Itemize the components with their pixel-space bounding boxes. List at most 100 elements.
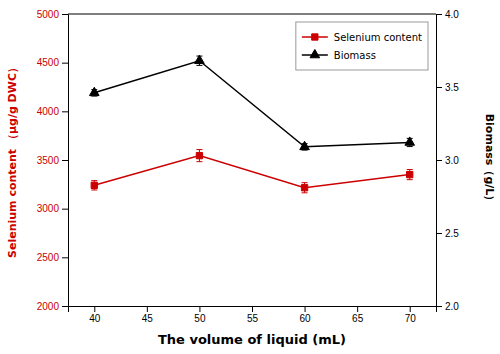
tick-mark	[62, 209, 68, 210]
axis-y2ticks: 2.0 2.5 3.0 3.5 4.0	[436, 9, 459, 312]
error-bar-cap	[302, 182, 308, 183]
error-bar-cap	[196, 65, 202, 66]
tick-mark	[357, 306, 358, 312]
legend-label: Biomass	[334, 50, 376, 61]
tick-label: 5000	[37, 9, 60, 20]
tick-mark	[62, 63, 68, 64]
point-marker	[91, 182, 97, 188]
tick-mark	[436, 233, 442, 234]
tick-mark	[436, 14, 442, 15]
error-bar	[196, 150, 202, 162]
tick-label: 4000	[37, 106, 60, 117]
chart: 40 45 50 55 60 65 70 2000 2500 3000 3500 4000 4500 50…	[0, 0, 500, 354]
point-marker	[405, 137, 415, 145]
tick-label: 2.0	[445, 301, 459, 312]
tick-label: 3.0	[445, 155, 459, 166]
tick-label: 50	[194, 313, 206, 324]
legend-entry: Selenium content	[302, 32, 422, 43]
legend-swatch-marker	[310, 49, 320, 57]
tick-label: 2500	[37, 252, 60, 263]
point-marker	[407, 171, 413, 177]
tick: 50	[194, 306, 206, 324]
series-line	[94, 156, 409, 188]
y2-axis-title: Biomass（g/L）	[483, 114, 496, 207]
error-bar	[91, 181, 97, 190]
legend-entry: Biomass	[302, 49, 376, 60]
point-marker	[195, 55, 205, 63]
tick: 5000	[37, 9, 68, 20]
tick: 60	[300, 306, 312, 324]
tick: 2500	[37, 252, 68, 263]
tick: 45	[142, 306, 154, 324]
axis-yticks: 2000 2500 3000 3500 4000 4500 5000	[37, 9, 69, 312]
tick-mark	[436, 306, 442, 307]
tick: 3000	[37, 203, 68, 214]
frame-top	[68, 14, 436, 15]
tick-mark	[252, 306, 253, 312]
axis-xticks: 40 45 50 55 60 65 70	[69, 306, 437, 324]
tick-mark	[62, 14, 68, 15]
tick-mark	[62, 306, 68, 307]
tick: 3500	[37, 155, 68, 166]
tick-mark	[62, 111, 68, 112]
legend: Selenium content Biomass	[296, 22, 428, 70]
axis-line	[437, 15, 443, 307]
error-bar-cap	[91, 180, 97, 181]
tick: 3.5	[436, 82, 459, 93]
error-bar-cap	[302, 192, 308, 193]
tick: 4000	[37, 106, 68, 117]
tick-mark	[436, 160, 442, 161]
error-bar-cap	[407, 179, 413, 180]
tick-mark	[94, 306, 95, 312]
tick-mark	[305, 306, 306, 312]
error-bar-cap	[91, 189, 97, 190]
tick-label: 55	[247, 313, 259, 324]
tick-label: 3500	[37, 155, 60, 166]
error-bar	[302, 183, 308, 193]
tick: 65	[352, 306, 364, 324]
error-bar	[407, 170, 413, 180]
tick-label: 2000	[37, 301, 60, 312]
tick-label: 70	[405, 313, 417, 324]
tick: 40	[89, 306, 101, 324]
axis-line	[62, 15, 69, 307]
tick-label: 45	[142, 313, 154, 324]
tick: 2.0	[436, 301, 459, 312]
tick-label: 4.0	[445, 9, 459, 20]
tick-mark	[62, 160, 68, 161]
tick-mark	[147, 306, 148, 312]
error-bar-cap	[407, 146, 413, 147]
tick-label: 40	[89, 313, 101, 324]
point-marker	[301, 185, 307, 191]
tick-mark	[199, 306, 200, 312]
legend-swatch-marker	[312, 34, 318, 40]
point-marker	[196, 152, 202, 158]
error-bar-cap	[196, 149, 202, 150]
tick: 55	[247, 306, 259, 324]
series-line	[94, 61, 409, 147]
tick-label: 60	[300, 313, 312, 324]
tick: 4.0	[436, 9, 459, 20]
point-marker	[89, 87, 99, 95]
tick-label: 4500	[37, 57, 60, 68]
tick: 2000	[37, 301, 68, 312]
point-marker	[300, 141, 310, 149]
tick: 2.5	[436, 228, 459, 239]
tick: 70	[405, 306, 417, 324]
axis-line	[69, 307, 437, 313]
legend-label: Selenium content	[334, 32, 422, 43]
error-bar-cap	[407, 169, 413, 170]
y-axis-title: Selenium content （μg/g DWC）	[6, 62, 19, 258]
tick-label: 2.5	[445, 228, 459, 239]
tick-label: 3.5	[445, 82, 459, 93]
tick-label: 3000	[37, 203, 60, 214]
tick-mark	[436, 87, 442, 88]
plot-area	[89, 55, 414, 193]
tick: 3.0	[436, 155, 459, 166]
x-axis-title: The volume of liquid (mL)	[158, 332, 346, 347]
series-points	[91, 150, 413, 193]
error-bar-cap	[196, 161, 202, 162]
tick-label: 65	[352, 313, 364, 324]
legend-box	[296, 22, 428, 70]
tick: 4500	[37, 57, 68, 68]
